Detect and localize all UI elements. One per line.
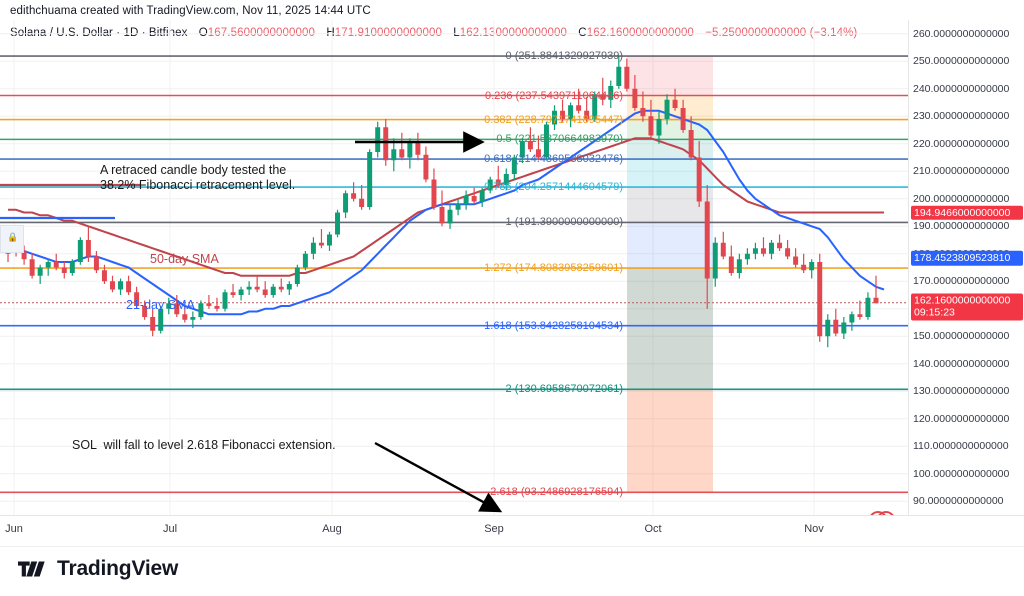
time-tick-jul: Jul	[162, 523, 178, 535]
time-tick-oct: Oct	[644, 523, 662, 535]
fib-level-label-2: 2 (130.6958670072061)	[505, 383, 623, 396]
fib-level-label-0-5: 0.5 (221.5870664983970)	[496, 133, 623, 146]
last-price-badge-value: 162.1600000000000	[914, 294, 1011, 307]
low-value: 162.1300000000000	[459, 27, 567, 39]
sma-21-label: 21-day SMA	[126, 298, 195, 312]
high-key: H	[326, 27, 335, 39]
attribution-text: edithchuama created with TradingView.com…	[10, 5, 371, 17]
tradingview-wordmark: TradingView	[57, 557, 179, 580]
lock-icon: 🔒	[7, 232, 19, 242]
sma21-price-badge[interactable]: 178.4523809523810	[911, 250, 1023, 266]
fib-level-label-0-236: 0.236 (237.5439711064446)	[484, 89, 623, 102]
sma50-price-badge[interactable]: 194.9466000000000	[911, 205, 1023, 220]
high-value: 171.9100000000000	[334, 27, 442, 39]
time-tick-nov: Nov	[804, 523, 824, 535]
change-value: −5.2500000000000 (−3.14%)	[705, 27, 858, 39]
fib-level-label-0: 0 (251.8841329927939)	[505, 50, 623, 63]
close-key: C	[578, 27, 587, 39]
time-tick-sep: Sep	[484, 523, 504, 535]
time-tick-aug: Aug	[322, 523, 342, 535]
lock-indicator[interactable]: 🔒	[0, 225, 24, 253]
tradingview-logo: TradingView	[18, 557, 178, 581]
footer-bar: TradingView	[0, 546, 1024, 596]
fib-level-label-0-786: 0.786 (204.2571444604579)	[484, 181, 623, 194]
sma21-price-badge-value: 178.4523809523810	[914, 251, 1011, 264]
price-axis[interactable]: 260.0000000000000 250.0000000000000 240.00…	[908, 20, 1024, 515]
symbol-title[interactable]: Solana / U.S. Dollar · 1D · Bitfinex	[10, 27, 188, 39]
time-tick-jun: Jun	[5, 523, 23, 535]
sma50-price-badge-value: 194.9466000000000	[914, 206, 1011, 219]
last-price-badge[interactable]: 162.1600000000000 09:15:23	[911, 293, 1023, 321]
extension-note: SOL will fall to level 2.618 Fibonacci e…	[72, 438, 336, 452]
symbol-ohlc-bar: Solana / U.S. Dollar · 1D · Bitfinex O16…	[10, 27, 857, 39]
fib-level-label-0-382: 0.382 (228.7971741895447)	[484, 113, 623, 126]
fib-level-label-0-618: 0.618 (214.4369588032476)	[484, 153, 623, 166]
sma-50-label: 50-day SMA	[150, 252, 219, 266]
last-price-badge-time: 09:15:23	[914, 306, 955, 319]
retracement-note: A retraced candle body tested the 38.2% …	[100, 163, 296, 192]
fib-level-label-1: 1 (191.3900000000000)	[505, 216, 623, 229]
chart-canvas[interactable]: 0 (251.8841329927939) 0.236 (237.54397110…	[0, 20, 908, 533]
tradingview-mark-icon	[18, 561, 45, 577]
chart-svg	[0, 20, 908, 515]
fib-level-label-2-618: 2.618 (93.2486928176594)	[490, 486, 623, 499]
time-axis[interactable]: Jun Jul Aug Sep Oct Nov	[0, 515, 1024, 546]
fib-level-label-1-272: 1.272 (174.8083958259601)	[484, 262, 623, 275]
low-key: L	[453, 27, 460, 39]
close-value: 162.1600000000000	[586, 27, 694, 39]
open-value: 167.5600000000000	[207, 27, 316, 39]
open-key: O	[198, 27, 208, 39]
fib-level-label-1-618: 1.618 (153.8428258104534)	[484, 319, 623, 332]
